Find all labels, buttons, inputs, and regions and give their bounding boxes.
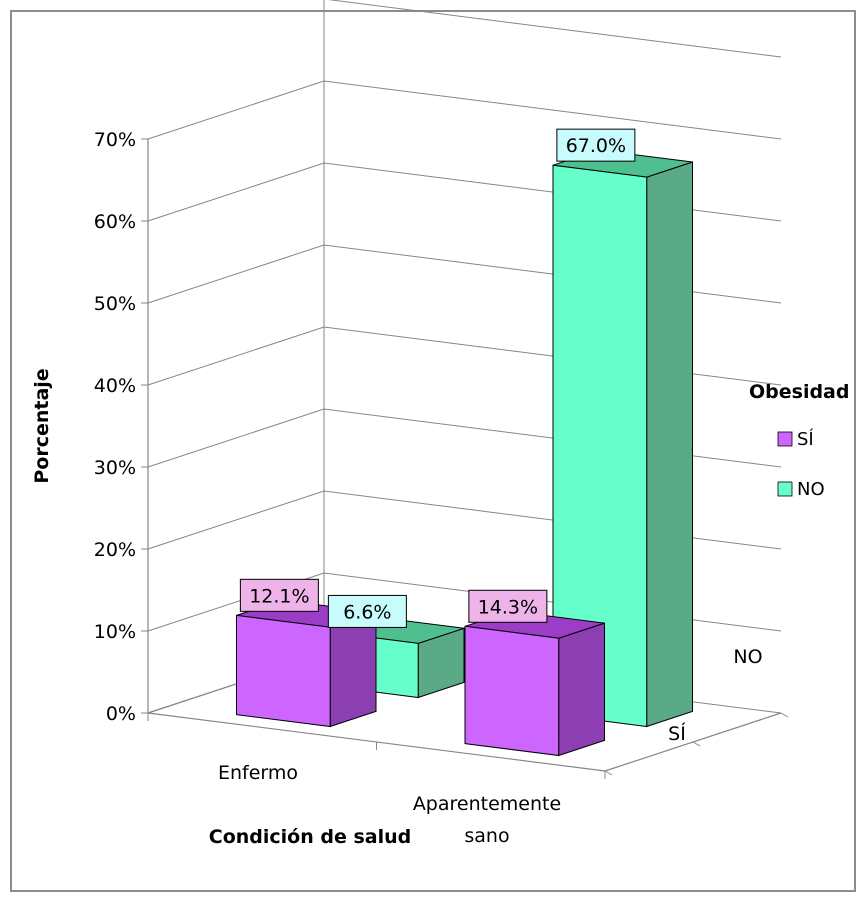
- data-label-text: 67.0%: [566, 135, 626, 157]
- bar-front: [236, 614, 331, 728]
- bars: 6.6% 67.0% 12.1% 14.3%: [236, 128, 693, 757]
- depth-tick-mark: [692, 741, 701, 747]
- data-label-box: [239, 578, 319, 612]
- x-tick-label: sano: [464, 825, 509, 847]
- bar-side: [646, 161, 693, 728]
- data-label-text: 12.1%: [249, 585, 309, 607]
- depth-tick-mark: [604, 770, 613, 776]
- data-label-box: [468, 589, 548, 623]
- y-tick-label: 50%: [94, 293, 136, 315]
- y-tick-label: 40%: [94, 375, 136, 397]
- data-label: 12.1%: [239, 578, 319, 612]
- chart-frame: [10, 10, 856, 892]
- y-tick-label: 60%: [94, 211, 136, 233]
- depth-tick-label: SÍ: [668, 722, 686, 745]
- y-tick-label: 10%: [94, 621, 136, 643]
- data-label-text: 6.6%: [343, 601, 391, 623]
- y-tick-label: 20%: [94, 539, 136, 561]
- gridline: [327, 0, 782, 58]
- y-axis-tick-labels: 0% 10% 20% 30% 40% 50% 60% 70%: [94, 129, 136, 725]
- gridline: [147, 80, 782, 140]
- legend-swatch-no: [777, 481, 793, 497]
- depth-tick-mark: [780, 712, 789, 718]
- depth-tick-label: NO: [733, 646, 762, 668]
- data-label: 6.6%: [327, 594, 407, 628]
- data-label-box: [556, 128, 636, 162]
- bar-si-1: [464, 610, 605, 757]
- data-label-box: [327, 594, 407, 628]
- data-label: 67.0%: [556, 128, 636, 162]
- bar-front: [464, 625, 560, 757]
- y-tick-label: 30%: [94, 457, 136, 479]
- y-tick-label: 0%: [106, 703, 136, 725]
- bar-front: [552, 164, 648, 728]
- x-axis-title: Condición de salud: [209, 826, 411, 848]
- data-label-text: 14.3%: [478, 596, 538, 618]
- bar-side: [558, 622, 605, 757]
- data-label: 14.3%: [468, 589, 548, 623]
- bar-no-1: [552, 149, 693, 728]
- legend-title: Obesidad: [749, 381, 849, 403]
- legend-label-si: SÍ: [797, 428, 814, 450]
- depth-axis-labels: SÍ NO: [668, 646, 762, 745]
- legend-label-no: NO: [797, 479, 825, 500]
- x-tick-label: Enfermo: [218, 762, 298, 784]
- y-axis-title: Porcentaje: [31, 368, 53, 483]
- y-tick-label: 70%: [94, 129, 136, 151]
- legend-swatch-si: [777, 431, 793, 447]
- x-axis-category-labels: Enfermo Aparentemente sano: [218, 762, 561, 847]
- x-tick-label: Aparentemente: [413, 793, 561, 815]
- legend: Obesidad SÍ NO: [749, 381, 849, 500]
- bar-side: [329, 611, 377, 728]
